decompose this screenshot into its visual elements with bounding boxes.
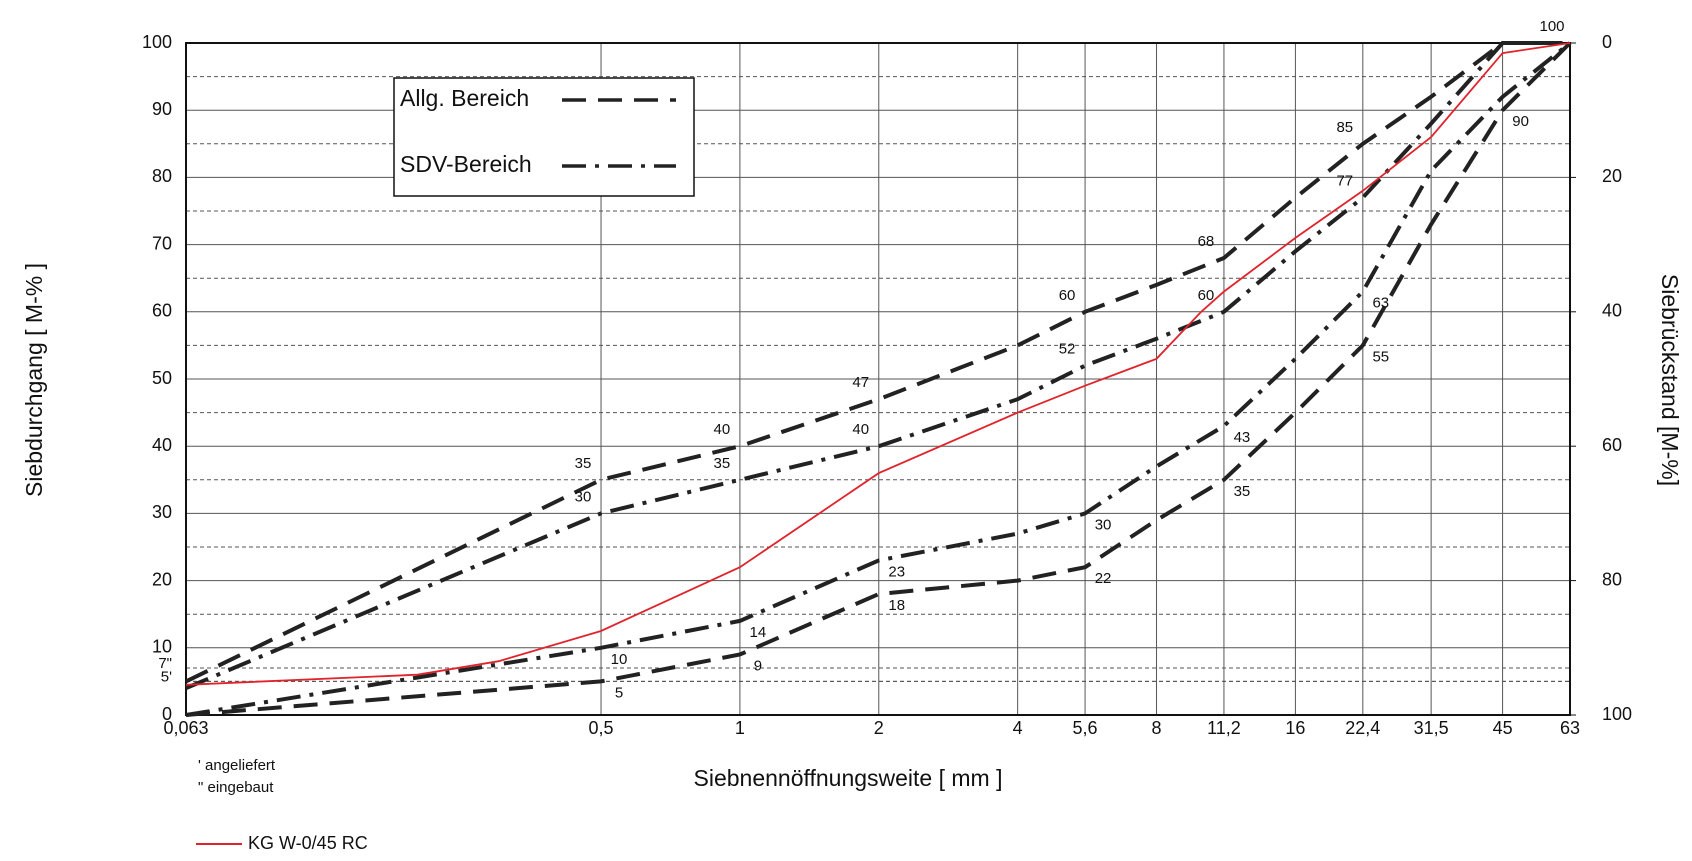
x-tick-label: 31,5 (1414, 718, 1449, 738)
band-line (185, 41, 1572, 717)
data-label: 30 (1095, 516, 1112, 533)
data-label: 55 (1372, 348, 1389, 365)
data-label: 35 (714, 455, 731, 472)
y-tick-label: 100 (142, 32, 172, 52)
x-tick-label: 16 (1285, 718, 1305, 738)
legend-label: SDV-Bereich (400, 151, 532, 177)
data-label: 14 (750, 624, 767, 641)
data-label: 22 (1095, 570, 1112, 587)
x-tick-label: 22,4 (1345, 718, 1380, 738)
data-label: 23 (888, 563, 905, 580)
x-tick-label: 8 (1152, 718, 1162, 738)
y-tick-label: 5' (161, 668, 172, 685)
data-label: 52 (1059, 341, 1076, 358)
y2-tick-label: 40 (1602, 301, 1622, 321)
data-label: 90 (1512, 113, 1529, 130)
series-line (185, 42, 1571, 686)
y-tick-label: 80 (152, 166, 172, 186)
legend-label: Allg. Bereich (400, 85, 529, 111)
data-label: 60 (1198, 287, 1215, 304)
y-tick-label: 30 (152, 502, 172, 522)
data-label: 40 (714, 421, 731, 438)
y2-tick-label: 60 (1602, 435, 1622, 455)
y2-tick-label: 0 (1602, 32, 1612, 52)
data-label: 40 (852, 421, 869, 438)
y2-axis-title: Siebrückstand [M-%] (1657, 274, 1683, 486)
data-label: 43 (1234, 429, 1251, 446)
y2-tick-label: 100 (1602, 704, 1632, 724)
legend-label: KG W-0/45 RC (248, 833, 368, 853)
plot-frame (185, 42, 1571, 716)
y-axis-title: Siebdurchgang [ M-% ] (21, 263, 47, 497)
x-tick-label: 1 (735, 718, 745, 738)
data-label: 77 (1336, 173, 1353, 190)
x-tick-label: 0,5 (589, 718, 614, 738)
y-tick-label: 60 (152, 301, 172, 321)
data-label: 63 (1372, 295, 1389, 312)
x-axis-title: Siebnennöffnungsweite [ mm ] (694, 765, 1003, 791)
x-tick-label: 5,6 (1073, 718, 1098, 738)
data-label: 30 (575, 488, 592, 505)
y2-tick-label: 20 (1602, 166, 1622, 186)
y-tick-label: 20 (152, 569, 172, 589)
x-tick-label: 45 (1493, 718, 1513, 738)
x-tick-label: 0,063 (163, 718, 208, 738)
y-tick-label: 10 (152, 637, 172, 657)
data-label: 100 (1539, 18, 1564, 35)
y-tick-label: 50 (152, 368, 172, 388)
data-label: 60 (1059, 287, 1076, 304)
y-tick-label: 70 (152, 233, 172, 253)
band-line (185, 41, 1570, 684)
y2-tick-label: 80 (1602, 569, 1622, 589)
data-label: 68 (1198, 233, 1215, 250)
data-label: 18 (888, 597, 905, 614)
note: " eingebaut (198, 779, 274, 796)
data-label: 35 (575, 455, 592, 472)
x-tick-label: 11,2 (1207, 718, 1241, 738)
data-label: 10 (611, 651, 628, 668)
x-tick-label: 63 (1560, 718, 1580, 738)
y-tick-label: 40 (152, 435, 172, 455)
x-tick-label: 4 (1013, 718, 1023, 738)
band-line (185, 41, 1570, 690)
y-tick-label: 7" (158, 655, 172, 672)
y-tick-label: 0 (162, 704, 172, 724)
data-label: 35 (1234, 483, 1251, 500)
data-label: 85 (1336, 119, 1353, 136)
x-tick-label: 2 (874, 718, 884, 738)
note: ' angeliefert (198, 757, 276, 774)
data-label: 5 (615, 684, 623, 701)
data-label: 9 (754, 657, 762, 674)
data-label: 47 (852, 374, 869, 391)
y-tick-label: 90 (152, 99, 172, 119)
legend-box (393, 77, 695, 197)
band-line (185, 41, 1572, 717)
